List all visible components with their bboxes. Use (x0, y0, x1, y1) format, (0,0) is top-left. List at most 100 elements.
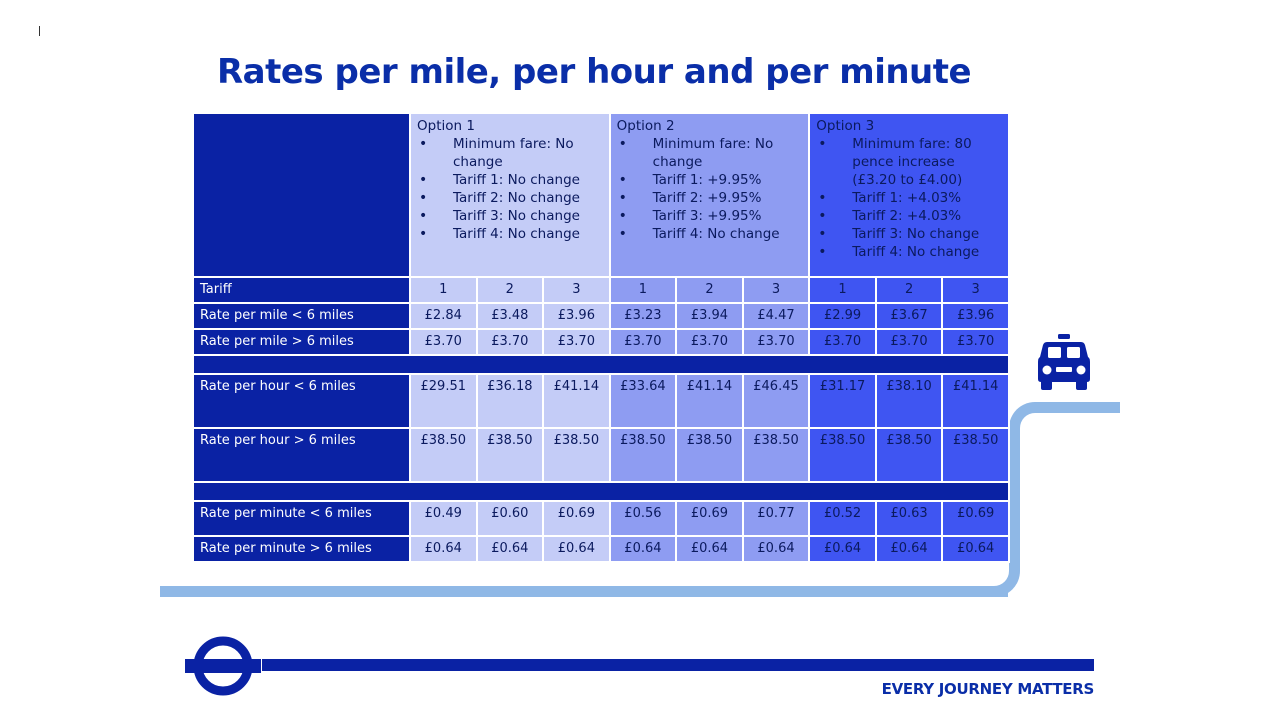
option-3-bullets: Minimum fare: 80 pence increase (£3.20 t… (816, 135, 1002, 261)
rate-cell: £0.60 (475, 500, 545, 537)
divider-cell (192, 481, 1010, 502)
rate-cell: £41.14 (542, 373, 611, 429)
rate-cell: £3.94 (675, 302, 744, 330)
tariff-cell: 1 (608, 276, 678, 304)
rate-cell: £3.70 (941, 328, 1010, 356)
option-bullet: Tariff 4: No change (617, 225, 803, 243)
slide-tick-mark (39, 26, 40, 36)
option-bullet: Tariff 2: +4.03% (816, 207, 1002, 225)
rate-cell: £3.70 (542, 328, 611, 356)
road-line-bottom (160, 586, 1008, 597)
header-corner-cell (192, 112, 411, 278)
rate-cell: £3.70 (808, 328, 877, 356)
rate-cell: £36.18 (475, 373, 545, 429)
footer-bar (262, 659, 1094, 671)
table-row: Rate per mile < 6 miles £2.84 £3.48 £3.9… (192, 302, 1010, 330)
option-bullet: Tariff 1: +9.95% (617, 171, 803, 189)
row-label: Tariff (192, 276, 411, 304)
rate-cell: £38.50 (409, 427, 478, 483)
rate-cell: £38.50 (608, 427, 678, 483)
rate-cell: £3.70 (475, 328, 545, 356)
rate-cell: £0.49 (409, 500, 478, 537)
rate-cell: £0.64 (475, 535, 545, 563)
tariff-cell: 2 (675, 276, 744, 304)
rate-cell: £0.64 (941, 535, 1010, 563)
rate-cell: £41.14 (675, 373, 744, 429)
row-label: Rate per hour > 6 miles (192, 427, 411, 483)
option-1-bullets: Minimum fare: No change Tariff 1: No cha… (417, 135, 603, 243)
section-divider (192, 354, 1010, 375)
rate-cell: £3.70 (675, 328, 744, 356)
rate-cell: £3.70 (608, 328, 678, 356)
table-row: Rate per minute > 6 miles £0.64 £0.64 £0… (192, 535, 1010, 563)
rate-cell: £2.84 (409, 302, 478, 330)
tariff-cell: 2 (475, 276, 545, 304)
table-row: Rate per mile > 6 miles £3.70 £3.70 £3.7… (192, 328, 1010, 356)
rate-cell: £33.64 (608, 373, 678, 429)
rate-cell: £3.70 (409, 328, 478, 356)
rate-cell: £0.69 (941, 500, 1010, 537)
tariff-cell: 3 (741, 276, 811, 304)
rate-cell: £29.51 (409, 373, 478, 429)
rate-cell: £41.14 (941, 373, 1010, 429)
option-bullet: Tariff 3: No change (417, 207, 603, 225)
road-line-corner-bottom (960, 549, 1020, 597)
rate-cell: £0.64 (808, 535, 877, 563)
table-row: Rate per hour > 6 miles £38.50 £38.50 £3… (192, 427, 1010, 483)
rate-cell: £3.23 (608, 302, 678, 330)
rate-cell: £0.64 (409, 535, 478, 563)
option-bullet: Tariff 3: +9.95% (617, 207, 803, 225)
row-label: Rate per mile < 6 miles (192, 302, 411, 330)
option-3-name: Option 3 (816, 118, 875, 134)
rate-cell: £0.64 (675, 535, 744, 563)
option-bullet: Tariff 1: +4.03% (816, 189, 1002, 207)
rate-cell: £3.96 (941, 302, 1010, 330)
rate-cell: £38.50 (941, 427, 1010, 483)
option-bullet: Minimum fare: No change (617, 135, 803, 171)
rate-cell: £0.56 (608, 500, 678, 537)
road-line-vertical (1009, 440, 1020, 552)
rate-cell: £3.96 (542, 302, 611, 330)
rate-cell: £0.63 (874, 500, 944, 537)
options-header-row: Option 1 Minimum fare: No change Tariff … (192, 112, 1010, 278)
taxi-icon (1038, 334, 1090, 390)
option-2-name: Option 2 (616, 118, 675, 134)
table-row: Rate per minute < 6 miles £0.49 £0.60 £0… (192, 500, 1010, 537)
rate-cell: £2.99 (808, 302, 877, 330)
option-3-header: Option 3 Minimum fare: 80 pence increase… (808, 112, 1010, 278)
page-title: Rates per mile, per hour and per minute (217, 52, 972, 92)
rate-cell: £0.69 (542, 500, 611, 537)
rate-cell: £38.50 (475, 427, 545, 483)
option-bullet: Minimum fare: No change (417, 135, 603, 171)
rate-cell: £3.70 (741, 328, 811, 356)
rate-cell: £0.64 (542, 535, 611, 563)
rate-cell: £3.48 (475, 302, 545, 330)
option-bullet: Tariff 4: No change (816, 243, 1002, 261)
footer-tagline: EVERY JOURNEY MATTERS (881, 680, 1095, 698)
table-row: Rate per hour < 6 miles £29.51 £36.18 £4… (192, 373, 1010, 429)
rate-cell: £38.50 (874, 427, 944, 483)
option-1-header: Option 1 Minimum fare: No change Tariff … (409, 112, 611, 278)
tariff-cell: 2 (874, 276, 944, 304)
road-line-corner-top (1009, 402, 1049, 442)
row-label: Rate per hour < 6 miles (192, 373, 411, 429)
tariff-cell: 1 (808, 276, 877, 304)
tariff-cell: 1 (409, 276, 478, 304)
rate-cell: £0.52 (808, 500, 877, 537)
rate-cell: £46.45 (741, 373, 811, 429)
rate-cell: £31.17 (808, 373, 877, 429)
divider-cell (192, 354, 1010, 375)
option-bullet: Tariff 2: No change (417, 189, 603, 207)
rate-cell: £0.64 (874, 535, 944, 563)
option-1-name: Option 1 (417, 118, 475, 134)
rate-cell: £38.50 (741, 427, 811, 483)
option-bullet: Tariff 2: +9.95% (617, 189, 803, 207)
roundel-icon (185, 636, 261, 696)
row-label: Rate per minute > 6 miles (192, 535, 411, 563)
option-bullet: Tariff 3: No change (816, 225, 1002, 243)
option-bullet: Tariff 1: No change (417, 171, 603, 189)
rate-cell: £0.77 (741, 500, 811, 537)
tariff-row: Tariff 1 2 3 1 2 3 1 2 3 (192, 276, 1010, 304)
rates-table: Option 1 Minimum fare: No change Tariff … (192, 112, 1010, 563)
rate-cell: £3.70 (874, 328, 944, 356)
